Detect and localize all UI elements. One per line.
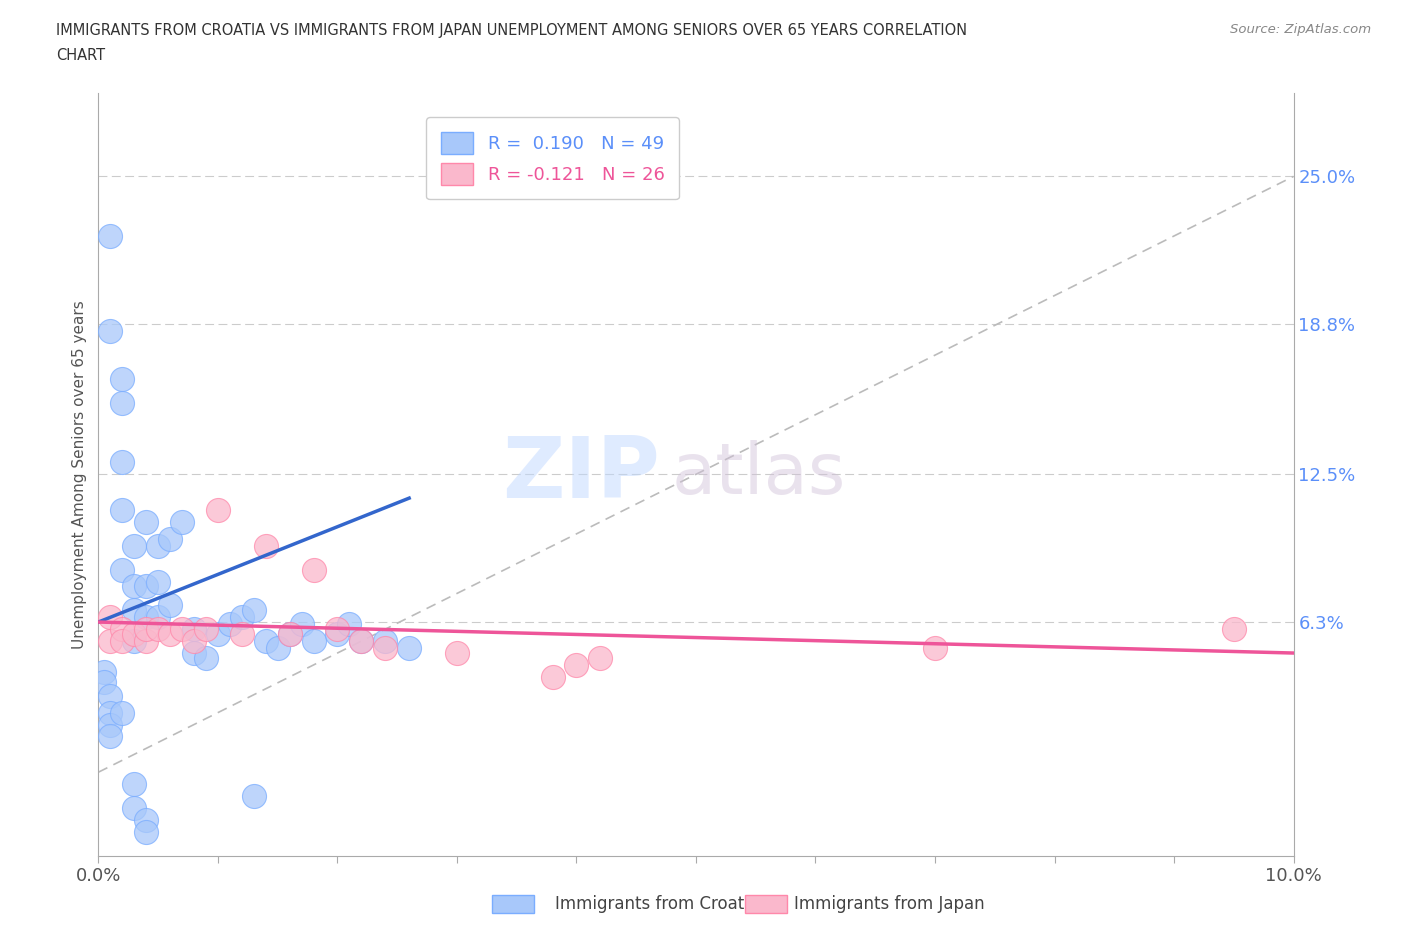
Point bbox=[124, 603, 146, 618]
Point bbox=[124, 538, 146, 553]
Point bbox=[124, 627, 146, 642]
Point bbox=[159, 627, 181, 642]
Text: CHART: CHART bbox=[56, 48, 105, 63]
Point bbox=[589, 650, 612, 665]
Legend: R =  0.190   N = 49, R = -0.121   N = 26: R = 0.190 N = 49, R = -0.121 N = 26 bbox=[426, 117, 679, 199]
Point bbox=[111, 562, 134, 577]
Point bbox=[148, 538, 170, 553]
Point bbox=[374, 633, 396, 648]
Point bbox=[98, 688, 122, 703]
Point bbox=[135, 633, 157, 648]
Point bbox=[98, 729, 122, 744]
Point bbox=[1223, 622, 1246, 637]
Point bbox=[446, 645, 468, 660]
Point bbox=[111, 633, 134, 648]
Point bbox=[374, 641, 396, 656]
Point bbox=[278, 627, 301, 642]
Point bbox=[135, 578, 157, 593]
Point bbox=[350, 633, 373, 648]
Point bbox=[124, 633, 146, 648]
Point bbox=[124, 801, 146, 816]
Point bbox=[565, 658, 588, 672]
Text: atlas: atlas bbox=[672, 440, 846, 509]
Point bbox=[541, 670, 564, 684]
Point bbox=[183, 633, 205, 648]
Point bbox=[159, 531, 181, 546]
Point bbox=[267, 641, 290, 656]
Text: Source: ZipAtlas.com: Source: ZipAtlas.com bbox=[1230, 23, 1371, 36]
Point bbox=[326, 627, 349, 642]
Point bbox=[195, 650, 218, 665]
Point bbox=[98, 610, 122, 625]
Point bbox=[98, 324, 122, 339]
Point bbox=[111, 395, 134, 410]
Point bbox=[172, 622, 194, 637]
Point bbox=[98, 633, 122, 648]
Point bbox=[195, 622, 218, 637]
Point bbox=[135, 610, 157, 625]
Point bbox=[278, 627, 301, 642]
Point bbox=[302, 562, 325, 577]
Point bbox=[183, 622, 205, 637]
Text: IMMIGRANTS FROM CROATIA VS IMMIGRANTS FROM JAPAN UNEMPLOYMENT AMONG SENIORS OVER: IMMIGRANTS FROM CROATIA VS IMMIGRANTS FR… bbox=[56, 23, 967, 38]
Point bbox=[98, 229, 122, 244]
Point bbox=[135, 824, 157, 839]
Point bbox=[243, 603, 266, 618]
Point bbox=[302, 633, 325, 648]
Point bbox=[254, 538, 277, 553]
Point bbox=[124, 777, 146, 791]
Point bbox=[124, 578, 146, 593]
Point bbox=[339, 617, 361, 631]
Point bbox=[183, 645, 205, 660]
Point bbox=[398, 641, 420, 656]
Point bbox=[148, 574, 170, 589]
Point bbox=[350, 633, 373, 648]
Point bbox=[148, 622, 170, 637]
Point bbox=[111, 455, 134, 470]
Point bbox=[172, 514, 194, 529]
Point bbox=[254, 633, 277, 648]
Point bbox=[93, 674, 115, 689]
Point bbox=[111, 371, 134, 386]
Point bbox=[219, 617, 242, 631]
Point bbox=[291, 617, 314, 631]
Text: ZIP: ZIP bbox=[502, 432, 661, 516]
Point bbox=[111, 502, 134, 517]
Point bbox=[243, 789, 266, 804]
Point bbox=[93, 665, 115, 680]
Point bbox=[207, 627, 229, 642]
Point bbox=[135, 813, 157, 828]
Text: Immigrants from Croatia: Immigrants from Croatia bbox=[555, 895, 759, 913]
Point bbox=[98, 717, 122, 732]
Point bbox=[111, 622, 134, 637]
Point bbox=[111, 705, 134, 720]
Point bbox=[924, 641, 946, 656]
Text: Immigrants from Japan: Immigrants from Japan bbox=[794, 895, 986, 913]
Point bbox=[98, 705, 122, 720]
Point bbox=[231, 610, 253, 625]
Point bbox=[231, 627, 253, 642]
Point bbox=[135, 622, 157, 637]
Point bbox=[326, 622, 349, 637]
Point bbox=[159, 598, 181, 613]
Point bbox=[148, 610, 170, 625]
Point bbox=[135, 514, 157, 529]
Point bbox=[207, 502, 229, 517]
Y-axis label: Unemployment Among Seniors over 65 years: Unemployment Among Seniors over 65 years bbox=[72, 300, 87, 649]
